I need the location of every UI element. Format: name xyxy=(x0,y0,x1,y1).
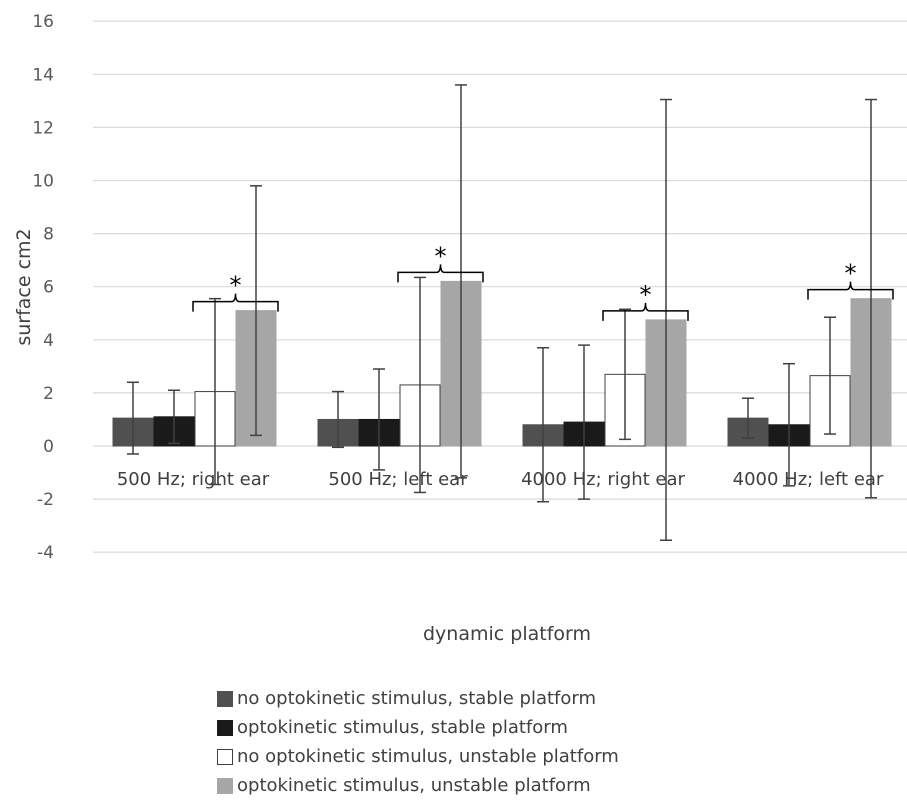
significance-bracket xyxy=(397,264,484,283)
significance-star: * xyxy=(640,281,652,309)
category-labels: 500 Hz; right ear 500 Hz; left ear 4000 Hz… xyxy=(117,469,884,490)
x-axis-title: dynamic platform xyxy=(423,623,591,645)
y-tick-label: 6 xyxy=(43,278,54,298)
legend: no optokinetic stimulus, stable platform… xyxy=(217,684,619,800)
legend-label: optokinetic stimulus, stable platform xyxy=(237,717,568,738)
y-tick-label: 4 xyxy=(43,331,54,351)
y-tick-label: 16 xyxy=(32,12,54,32)
legend-swatch xyxy=(217,777,233,794)
significance-bracket xyxy=(602,302,689,321)
y-tick-label: 0 xyxy=(43,437,54,457)
legend-swatch xyxy=(217,719,233,736)
significance-bracket xyxy=(192,293,279,312)
y-tick-label: -4 xyxy=(37,543,54,563)
y-tick-label: 10 xyxy=(32,172,54,192)
legend-swatch xyxy=(217,690,233,707)
significance-star: * xyxy=(230,272,242,300)
significance-star: * xyxy=(845,260,857,288)
y-tick-label: 14 xyxy=(32,65,54,85)
legend-item: optokinetic stimulus, stable platform xyxy=(217,713,619,742)
category-label: 500 Hz; left ear xyxy=(328,469,468,490)
legend-swatch xyxy=(217,748,233,765)
bars xyxy=(112,280,892,447)
error-bars xyxy=(127,84,877,542)
significance-star: * xyxy=(435,242,447,270)
y-tick-label: 8 xyxy=(43,225,54,245)
category-label: 500 Hz; right ear xyxy=(117,469,270,490)
y-tick-label: 12 xyxy=(32,118,54,138)
legend-item: optokinetic stimulus, unstable platform xyxy=(217,771,619,800)
category-label: 4000 Hz; left ear xyxy=(733,469,884,490)
legend-item: no optokinetic stimulus, unstable platfo… xyxy=(217,742,619,771)
y-tick-label: -2 xyxy=(37,490,54,510)
category-label: 4000 Hz; right ear xyxy=(521,469,685,490)
legend-label: optokinetic stimulus, unstable platform xyxy=(237,775,591,796)
y-axis-tick-labels: -4 -2 0 2 4 6 8 10 12 14 16 xyxy=(32,12,54,563)
y-axis-title: surface cm2 xyxy=(13,228,35,345)
significance-brackets: * * * * xyxy=(192,242,894,321)
legend-item: no optokinetic stimulus, stable platform xyxy=(217,684,619,713)
legend-label: no optokinetic stimulus, unstable platfo… xyxy=(237,746,619,767)
legend-label: no optokinetic stimulus, stable platform xyxy=(237,688,597,709)
y-tick-label: 2 xyxy=(43,384,54,404)
